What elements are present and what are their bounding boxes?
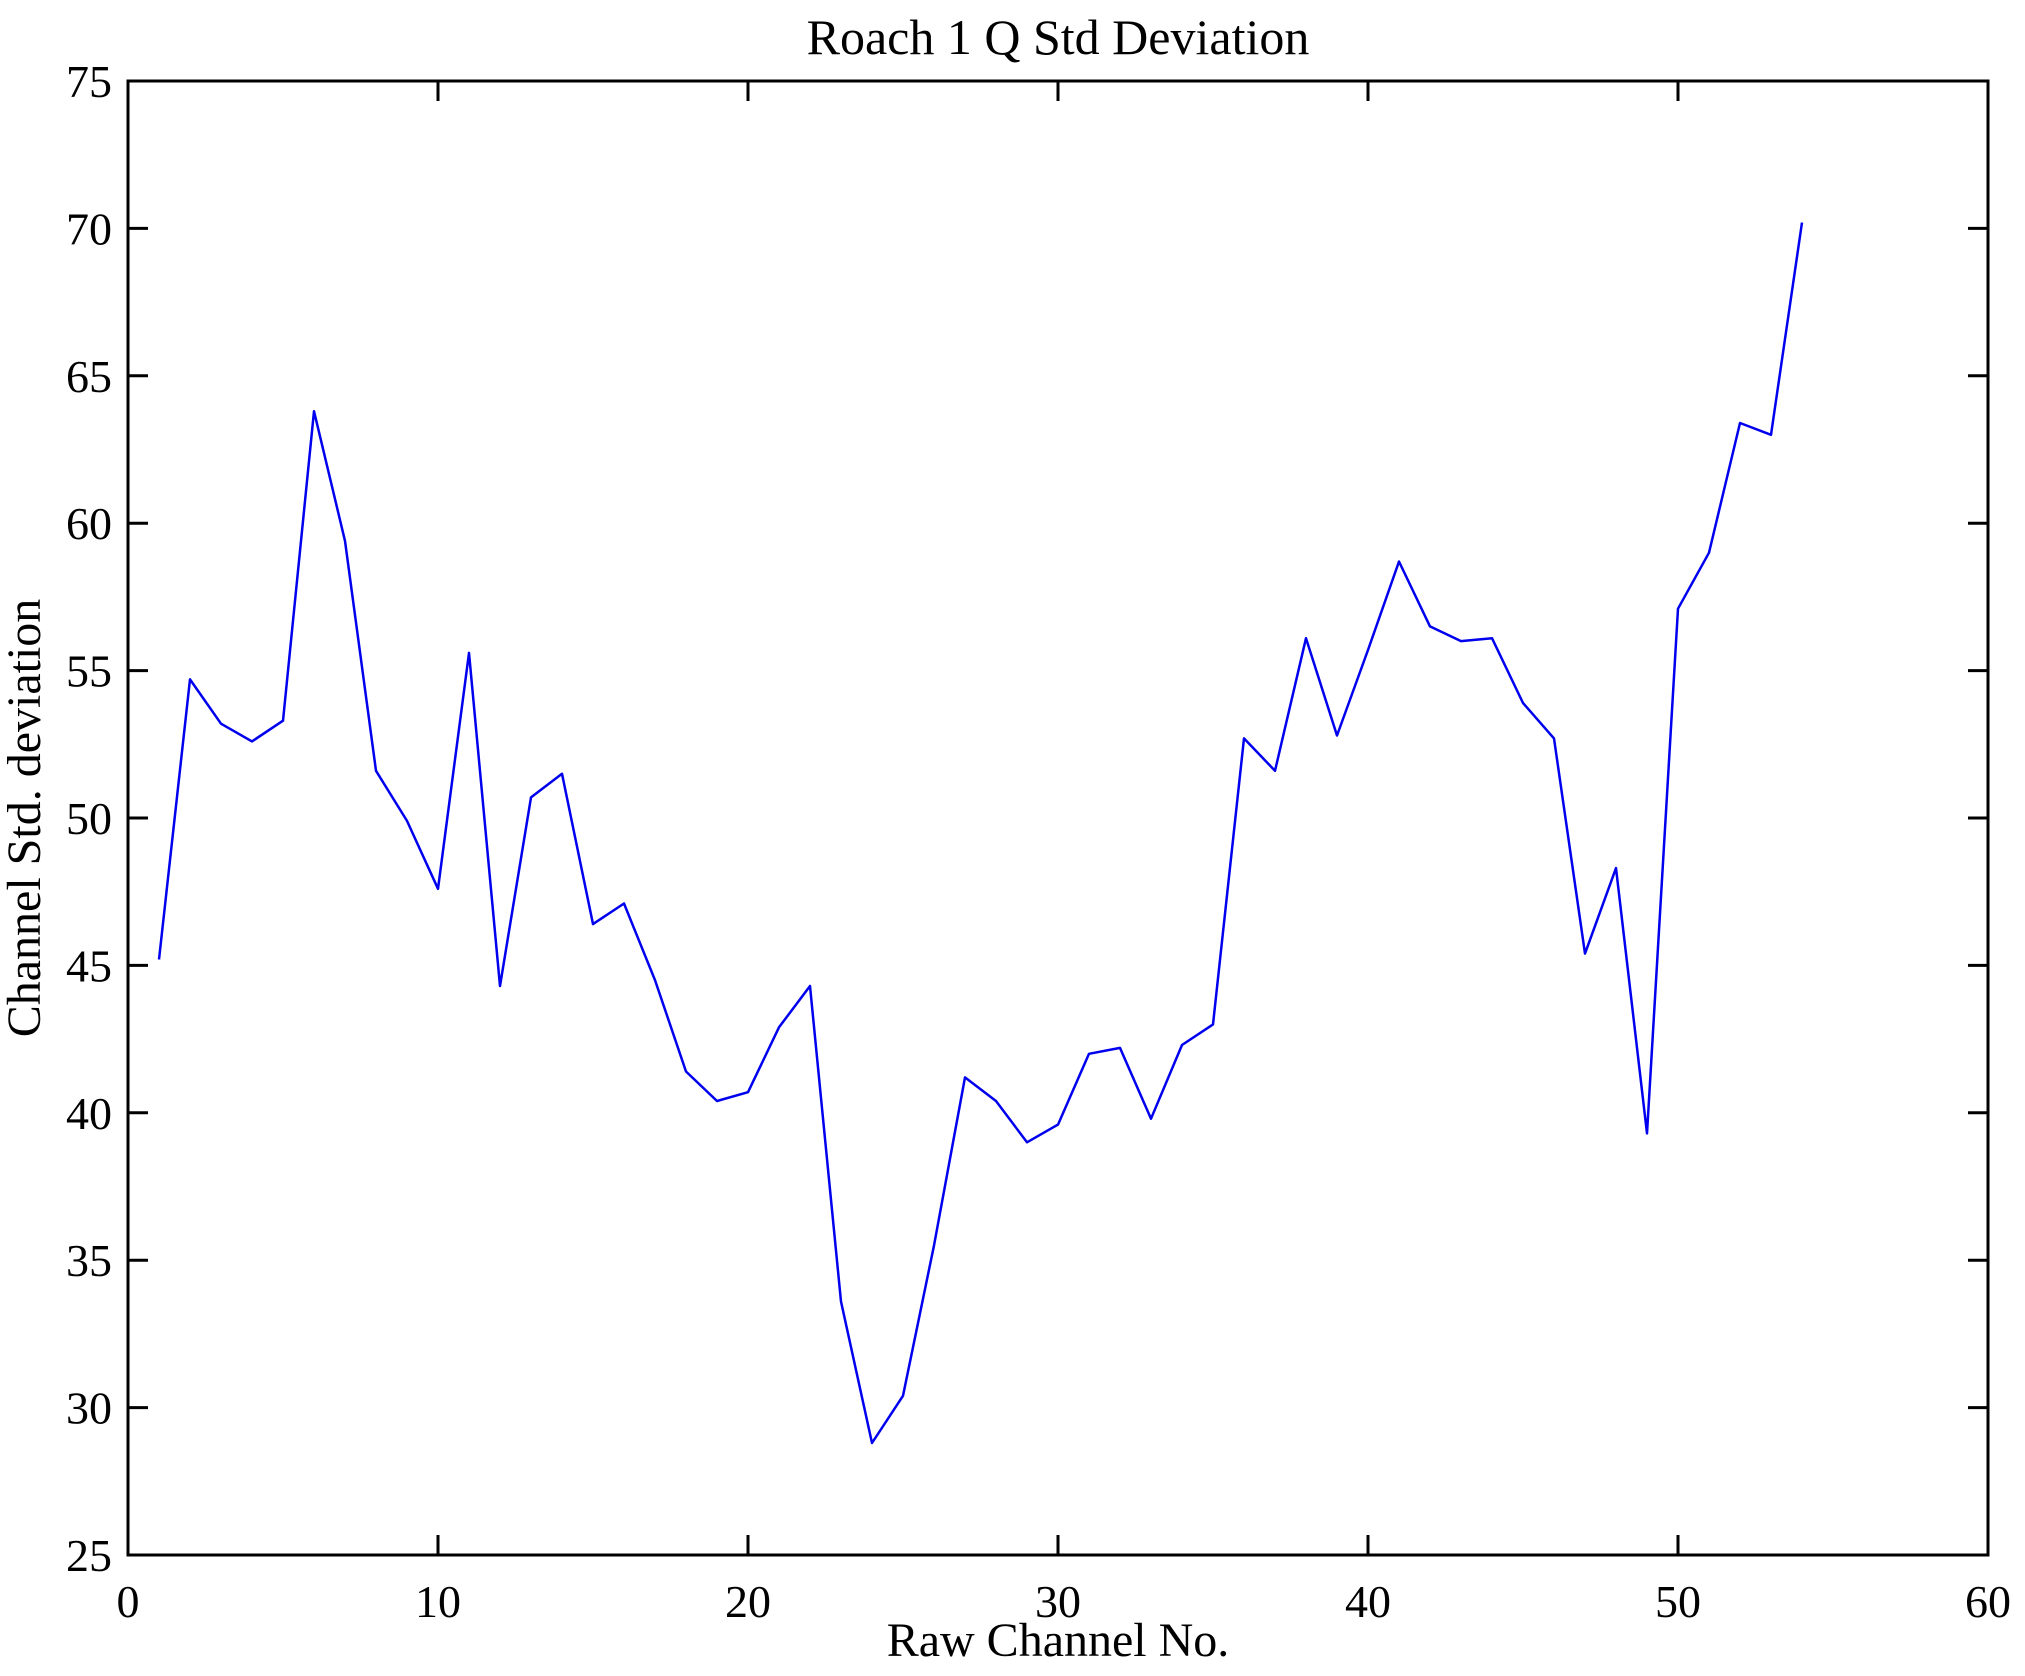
y-tick-label: 30 xyxy=(66,1383,112,1434)
x-tick-label: 30 xyxy=(1035,1576,1081,1627)
x-tick-label: 50 xyxy=(1655,1576,1701,1627)
x-tick-label: 40 xyxy=(1345,1576,1391,1627)
y-tick-label: 65 xyxy=(66,351,112,402)
y-axis-label: Channel Std. deviation xyxy=(0,599,51,1038)
x-tick-label: 10 xyxy=(415,1576,461,1627)
plot-box xyxy=(126,79,1990,1557)
series-layer xyxy=(157,222,1804,1445)
y-tick-label: 75 xyxy=(66,56,112,107)
chart-title: Roach 1 Q Std Deviation xyxy=(807,9,1310,65)
y-tick-label: 70 xyxy=(66,203,112,254)
y-tick-label: 55 xyxy=(66,646,112,697)
ticks-layer: 0 10 20 30 40 50 60 25 30 35 40 45 50 55 60 65 70 75 xyxy=(66,56,2011,1627)
y-tick-label: 45 xyxy=(66,940,112,991)
x-axis-label: Raw Channel No. xyxy=(887,1614,1230,1667)
y-tick-label: 50 xyxy=(66,793,112,844)
y-tick-label: 60 xyxy=(66,498,112,549)
x-tick-label: 0 xyxy=(117,1576,140,1627)
x-tick-label: 60 xyxy=(1965,1576,2011,1627)
y-tick-label: 40 xyxy=(66,1088,112,1139)
y-tick-label: 35 xyxy=(66,1235,112,1286)
x-tick-label: 20 xyxy=(725,1576,771,1627)
y-tick-label: 25 xyxy=(66,1530,112,1581)
data-line xyxy=(157,222,1804,1445)
